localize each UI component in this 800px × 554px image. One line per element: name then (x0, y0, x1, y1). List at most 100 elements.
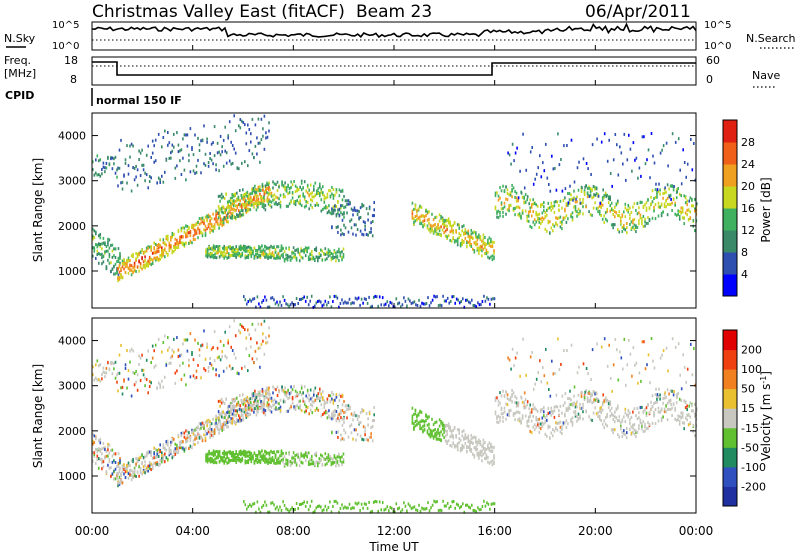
velocity-cell (530, 410, 533, 414)
power-cell (573, 205, 575, 209)
power-cell (167, 143, 169, 147)
power-cell (276, 254, 278, 258)
power-cell (215, 245, 218, 248)
velocity-cell (414, 420, 417, 423)
velocity-cell (449, 427, 451, 431)
velocity-cell (340, 416, 342, 420)
velocity-cell (173, 350, 175, 354)
velocity-cell (326, 397, 329, 401)
power-cell (295, 256, 298, 260)
power-cell (680, 206, 682, 210)
power-cell (337, 230, 339, 234)
y-tick-label: 4000 (58, 130, 86, 143)
power-cell (555, 188, 558, 192)
velocity-cell (288, 396, 291, 400)
power-cell (559, 225, 562, 229)
power-cell (274, 248, 277, 252)
velocity-cell (135, 475, 137, 478)
power-cell (594, 201, 596, 205)
power-cell (255, 305, 257, 309)
power-cell (323, 194, 326, 198)
power-cell (579, 211, 581, 215)
date-label: 06/Apr/2011 (585, 2, 691, 22)
power-cell (248, 128, 251, 131)
power-cell (484, 299, 487, 303)
power-cell (346, 202, 348, 206)
power-cell (253, 195, 255, 199)
velocity-cell (145, 451, 148, 455)
power-cell (430, 301, 432, 305)
power-cell (161, 253, 163, 257)
velocity-cell (447, 422, 450, 426)
power-cell (528, 202, 530, 206)
power-cell (241, 119, 243, 123)
power-cell (217, 245, 219, 249)
velocity-cell (523, 406, 525, 410)
velocity-cell (506, 393, 509, 397)
power-cell (197, 136, 199, 140)
power-cell (257, 205, 259, 209)
power-cell (212, 246, 215, 250)
power-cell (663, 205, 666, 209)
power-cell (302, 194, 304, 198)
power-cell (116, 269, 118, 273)
power-cell (573, 197, 575, 201)
velocity-cell (490, 445, 492, 449)
power-cell (665, 205, 667, 209)
velocity-cell (138, 354, 140, 358)
velocity-cell (261, 454, 263, 458)
velocity-cell (141, 461, 143, 465)
velocity-cell (296, 404, 298, 408)
power-cell (156, 257, 158, 261)
velocity-cell (247, 454, 250, 458)
velocity-cell (227, 450, 230, 454)
velocity-cell (104, 371, 106, 375)
power-cell (241, 253, 244, 257)
velocity-cell (210, 429, 213, 433)
velocity-cell (251, 403, 253, 407)
velocity-cell (324, 452, 327, 456)
power-cell (664, 186, 666, 190)
velocity-cell (117, 452, 120, 456)
power-cell (242, 194, 245, 197)
velocity-cell (153, 349, 155, 353)
velocity-cell (247, 450, 250, 454)
power-cell (479, 235, 482, 239)
velocity-cell (488, 461, 491, 465)
velocity-cell (243, 410, 246, 414)
velocity-cell (316, 394, 318, 398)
power-cell (440, 304, 443, 308)
power-cell (373, 201, 375, 204)
power-cell (411, 201, 414, 205)
power-cell (356, 228, 359, 231)
power-cell (167, 238, 169, 242)
velocity-cell (294, 408, 297, 412)
power-cell (118, 263, 121, 267)
velocity-cell (262, 458, 265, 462)
velocity-cell (452, 434, 454, 438)
velocity-cell (429, 429, 432, 433)
velocity-cell (269, 393, 271, 397)
power-cell (422, 219, 424, 223)
velocity-cell (156, 386, 158, 390)
power-cell (316, 189, 318, 193)
power-cell (236, 166, 239, 170)
power-cell (426, 218, 429, 222)
power-cell (600, 140, 603, 144)
velocity-cell (294, 458, 296, 462)
velocity-cell (295, 461, 298, 465)
velocity-cell (132, 476, 134, 479)
velocity-cell (221, 451, 224, 455)
velocity-cell (322, 396, 324, 400)
power-cell (270, 194, 273, 198)
velocity-cell (142, 465, 145, 469)
power-cell (212, 225, 214, 229)
velocity-cell (285, 391, 288, 395)
velocity-cell (144, 460, 146, 464)
velocity-cell (231, 404, 234, 408)
velocity-cell (555, 426, 557, 430)
velocity-cell (262, 457, 265, 461)
power-cell (129, 259, 131, 263)
velocity-cell (191, 430, 193, 434)
velocity-cell (136, 373, 139, 377)
